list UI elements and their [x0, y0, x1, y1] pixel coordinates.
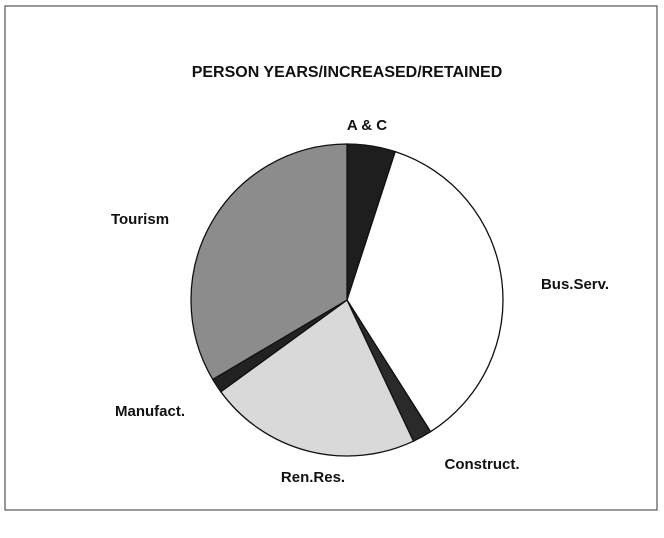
slice-label: Construct. [445, 456, 520, 473]
slice-label: A & C [347, 117, 387, 134]
slice-label: Manufact. [115, 403, 185, 420]
frame [4, 5, 658, 511]
pie-slice [190, 143, 348, 381]
pie-slice [219, 299, 415, 457]
slice-label: Bus.Serv. [541, 276, 609, 293]
slice-label: Tourism [111, 211, 169, 228]
chart-title: PERSON YEARS/INCREASED/RETAINED [192, 64, 503, 81]
pie-slice [346, 150, 504, 433]
slice-label: Ren.Res. [281, 469, 345, 486]
